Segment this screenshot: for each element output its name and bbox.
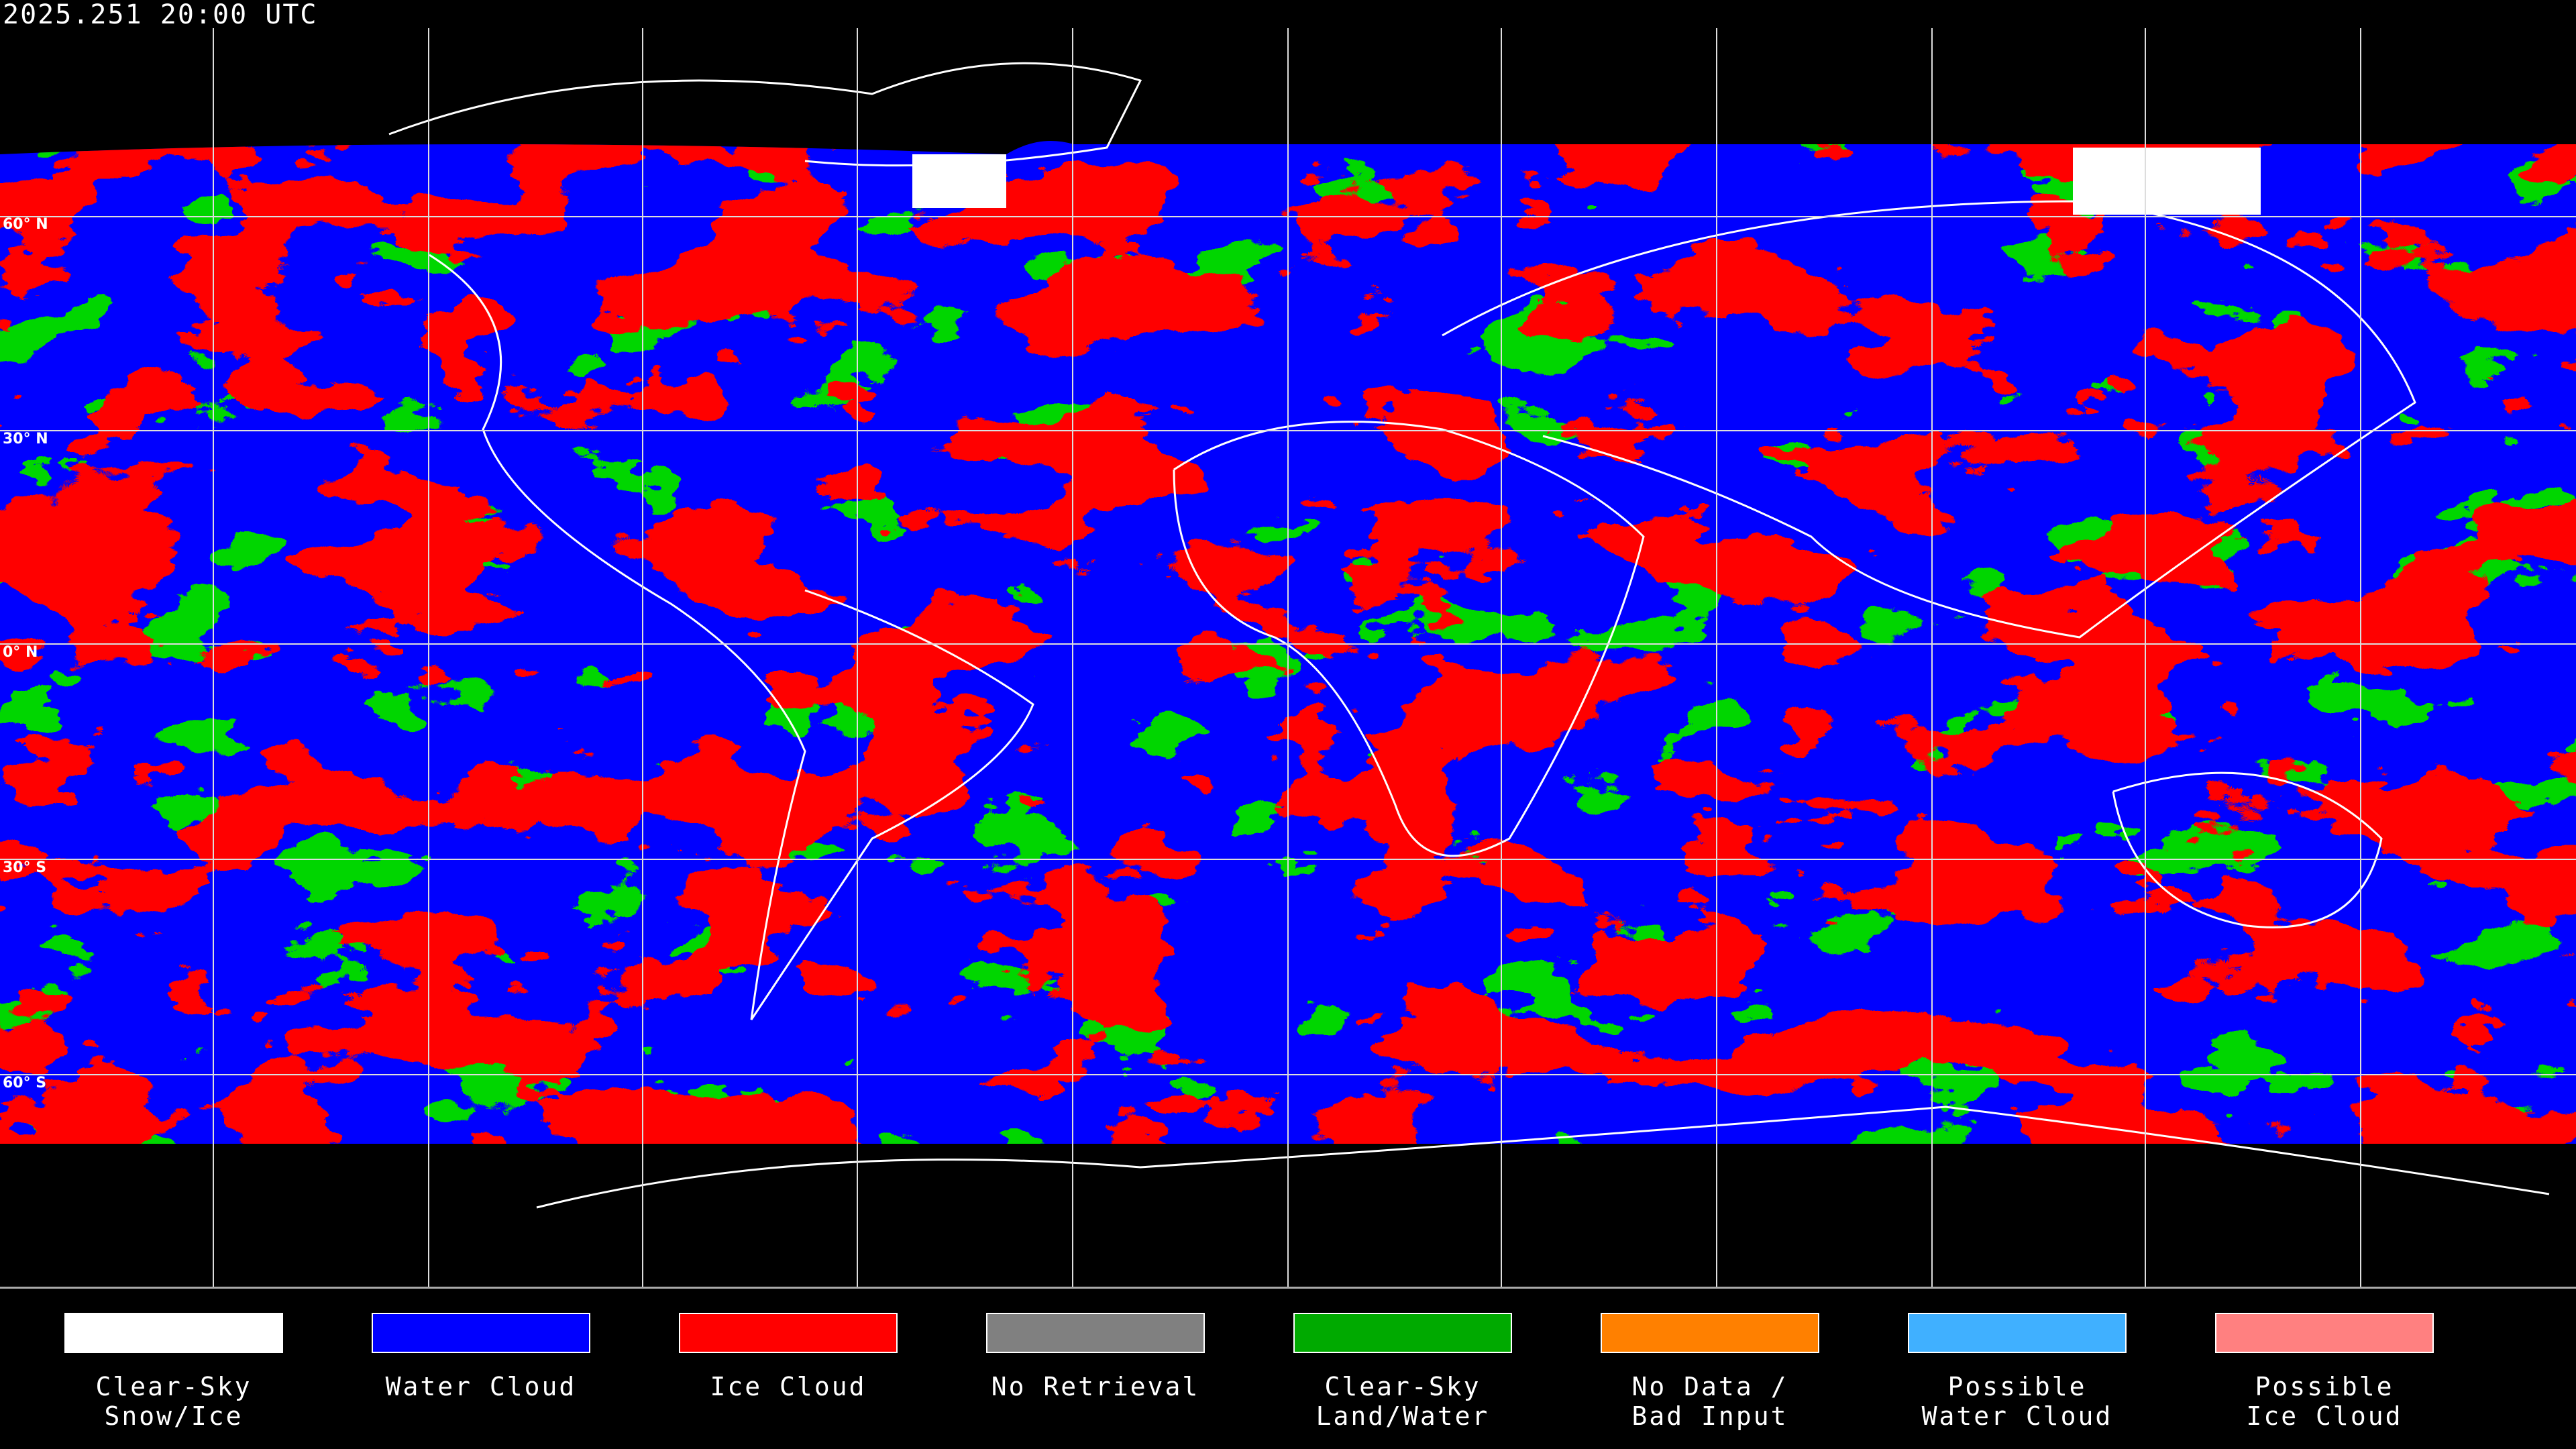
legend-swatch bbox=[64, 1313, 283, 1353]
map-legend-divider bbox=[0, 1287, 2576, 1289]
legend-item: Water Cloud bbox=[372, 1313, 590, 1401]
cloud-phase-map bbox=[0, 28, 2576, 1287]
legend-swatch bbox=[1293, 1313, 1512, 1353]
legend-label: No Retrieval bbox=[991, 1372, 1200, 1401]
legend-swatch bbox=[1908, 1313, 2127, 1353]
legend-label: Possible Ice Cloud bbox=[2246, 1372, 2403, 1431]
legend-swatch bbox=[1601, 1313, 1819, 1353]
lat-label-0n: 0° N bbox=[3, 644, 38, 661]
legend-swatch bbox=[372, 1313, 590, 1353]
legend-label: Possible Water Cloud bbox=[1921, 1372, 2113, 1431]
legend-label: Clear-Sky Land/Water bbox=[1316, 1372, 1490, 1431]
legend-item: Ice Cloud bbox=[679, 1313, 898, 1401]
legend-item: Possible Ice Cloud bbox=[2215, 1313, 2434, 1431]
legend-label: Ice Cloud bbox=[710, 1372, 867, 1401]
legend-label: Clear-Sky Snow/Ice bbox=[95, 1372, 252, 1431]
legend-swatch bbox=[679, 1313, 898, 1353]
legend: Clear-Sky Snow/Ice Water Cloud Ice Cloud No… bbox=[0, 1289, 2576, 1449]
coastlines bbox=[388, 62, 2550, 1209]
legend-swatch bbox=[2215, 1313, 2434, 1353]
legend-item: Clear-Sky Snow/Ice bbox=[64, 1313, 283, 1431]
legend-item: Possible Water Cloud bbox=[1908, 1313, 2127, 1431]
timestamp: 2025.251 20:00 UTC bbox=[3, 0, 318, 30]
lat-label-30n: 30° N bbox=[3, 431, 48, 447]
lat-lon-grid bbox=[0, 28, 2576, 1287]
lat-label-60s: 60° S bbox=[3, 1075, 47, 1091]
legend-label: Water Cloud bbox=[385, 1372, 577, 1401]
legend-item: No Retrieval bbox=[986, 1313, 1205, 1401]
legend-item: Clear-Sky Land/Water bbox=[1293, 1313, 1512, 1431]
legend-item: No Data / Bad Input bbox=[1601, 1313, 1819, 1431]
legend-label: No Data / Bad Input bbox=[1631, 1372, 1788, 1431]
lat-label-30s: 30° S bbox=[3, 859, 47, 876]
legend-swatch bbox=[986, 1313, 1205, 1353]
lat-label-60n: 60° N bbox=[3, 216, 48, 233]
